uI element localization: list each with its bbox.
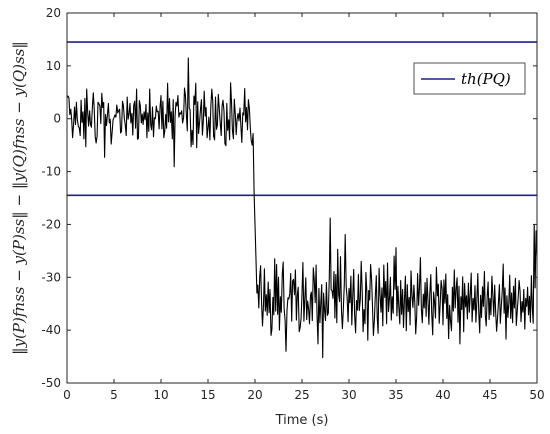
x-tick-label: 0 [63,388,71,402]
plot-frame [66,12,538,384]
legend-label-th-pq: th(PQ) [461,70,511,88]
y-tick-label: 0 [53,112,61,126]
series-group [66,57,538,359]
x-tick-label: 35 [388,388,403,402]
y-tick-label: -30 [41,270,61,284]
x-axis-label: Time (s) [275,413,329,428]
y-tick-label: -10 [41,165,61,179]
x-tick-label: 40 [435,388,450,402]
y-tick-label: -40 [41,323,61,337]
ticks-group: 0 5 10 15 20 25 30 35 40 45 50 20 10 0 -10 -20 -30 -40 -50 [41,6,544,402]
y-axis-label: ‖y(P)fnss − y(P)ss‖ − ‖y(Q)fnss − y(Q)ss… [10,41,28,355]
x-tick-label: 5 [110,388,118,402]
y-tick-label: 20 [46,6,61,20]
legend: th(PQ) [413,62,526,95]
x-tick-label: 45 [482,388,497,402]
x-tick-label: 10 [153,388,168,402]
x-tick-label: 15 [200,388,215,402]
threshold-lines [67,41,537,197]
series-line-residual [66,57,538,359]
x-tick-label: 25 [294,388,309,402]
y-tick-label: -50 [41,376,61,390]
y-tick-label: 10 [46,59,61,73]
y-tick-label: -20 [41,217,61,231]
x-tick-label: 30 [341,388,356,402]
x-tick-label: 50 [529,388,544,402]
x-tick-label: 20 [247,388,262,402]
